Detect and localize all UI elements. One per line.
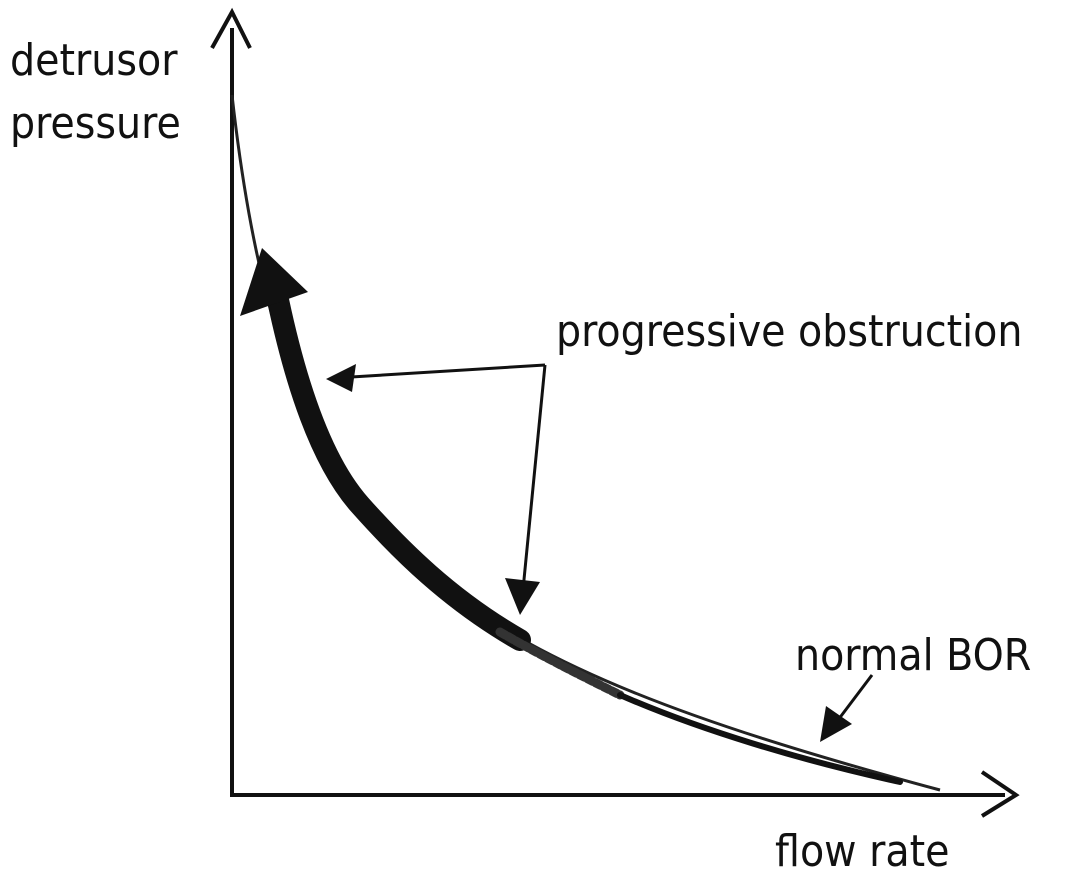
pointer-line bbox=[334, 363, 546, 380]
y-axis-label: pressure bbox=[10, 98, 181, 149]
obstruction-arrowhead bbox=[240, 248, 308, 316]
pointer-line bbox=[520, 364, 547, 601]
obstruction-band bbox=[267, 289, 531, 651]
x-axis-arrow bbox=[980, 770, 1020, 818]
obstruction-band-tail bbox=[495, 627, 625, 700]
pointer-arrowhead bbox=[820, 706, 852, 742]
normal-curve bbox=[230, 94, 941, 792]
pointer-arrowhead bbox=[505, 578, 540, 615]
x-axis-label: flow rate bbox=[775, 826, 950, 872]
annotation: normal BOR bbox=[795, 630, 1031, 681]
y-axis-arrow bbox=[210, 7, 252, 49]
pointer-arrowhead bbox=[326, 364, 356, 392]
annotation: progressive obstruction bbox=[556, 306, 1022, 357]
y-axis-label: detrusor bbox=[10, 35, 178, 86]
curve-thick-tail bbox=[617, 692, 903, 785]
